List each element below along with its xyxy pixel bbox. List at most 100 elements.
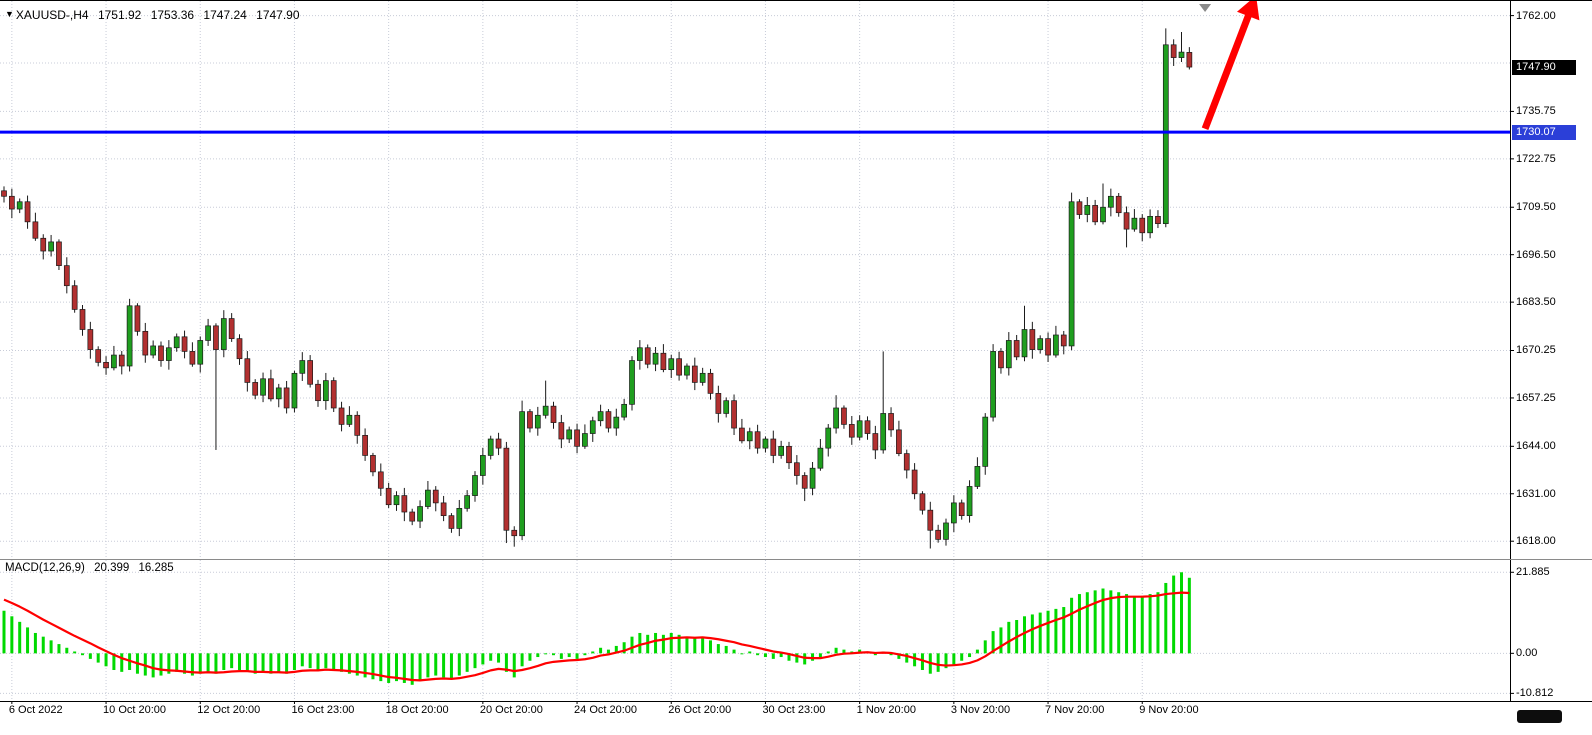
arrow-annotation-shaft[interactable] bbox=[1201, 9, 1254, 131]
candle-body-down bbox=[244, 358, 251, 383]
candle-body-up bbox=[417, 506, 423, 522]
macd-bar bbox=[1148, 594, 1152, 654]
candle-body-up bbox=[597, 411, 604, 422]
candle-body-down bbox=[370, 455, 376, 473]
candle-body-up bbox=[880, 413, 887, 451]
candle-body-up bbox=[291, 372, 298, 409]
candle-body-down bbox=[739, 427, 745, 442]
macd-bar bbox=[983, 640, 987, 654]
macd-bar bbox=[763, 653, 767, 658]
macd-bar bbox=[520, 653, 524, 667]
candle-body-down bbox=[919, 493, 926, 511]
candle-body-down bbox=[1045, 338, 1051, 356]
candle-body-up bbox=[833, 407, 839, 429]
candle-body-down bbox=[558, 422, 565, 440]
macd-bar bbox=[300, 653, 304, 667]
candle-body-up bbox=[542, 405, 549, 416]
candle-body-down bbox=[770, 438, 777, 456]
candle-body-up bbox=[1037, 338, 1044, 350]
macd-bar bbox=[638, 632, 642, 654]
candle-body-down bbox=[1123, 212, 1130, 230]
macd-header: MACD(12,26,9) 20.399 16.285 bbox=[5, 562, 180, 574]
macd-bar bbox=[481, 653, 485, 665]
candle-body-down bbox=[1029, 329, 1036, 350]
candle-body-down bbox=[574, 429, 580, 447]
macd-bar bbox=[151, 653, 155, 678]
candle-body-down bbox=[911, 469, 918, 495]
candle-body-down bbox=[1092, 205, 1099, 223]
macd-bar bbox=[528, 653, 532, 661]
candle-body-down bbox=[158, 345, 164, 361]
macd-bar bbox=[347, 653, 351, 674]
macd-bar bbox=[230, 653, 234, 669]
macd-bar bbox=[834, 647, 838, 654]
macd-bar bbox=[426, 653, 430, 678]
candle-body-down bbox=[432, 489, 439, 504]
current-price-label: 1747.90 bbox=[1512, 59, 1576, 75]
quote-open: 1751.92 bbox=[97, 8, 142, 22]
candle-body-up bbox=[982, 416, 989, 467]
candle-body-down bbox=[56, 241, 62, 266]
macd-histogram bbox=[2, 572, 1191, 685]
macd-bar bbox=[1156, 592, 1160, 654]
macd-bar bbox=[183, 653, 187, 674]
price-axis-label: 1657.25 bbox=[1516, 391, 1556, 404]
macd-bar bbox=[18, 621, 22, 654]
candle-body-down bbox=[958, 502, 965, 517]
price-axis-label: 1644.00 bbox=[1516, 440, 1556, 453]
macd-bar bbox=[591, 651, 595, 654]
macd-bar bbox=[756, 653, 760, 656]
macd-bar bbox=[709, 640, 712, 654]
macd-bar bbox=[606, 649, 610, 654]
macd-bar bbox=[449, 653, 453, 680]
candle-body-down bbox=[448, 515, 455, 529]
macd-bar bbox=[175, 653, 179, 672]
candle-body-down bbox=[935, 529, 942, 540]
candle-body-down bbox=[1115, 195, 1122, 214]
quote-high: 1753.36 bbox=[150, 8, 195, 22]
candle-body-down bbox=[1, 190, 7, 197]
candle-body-down bbox=[307, 360, 313, 385]
time-axis-label: 10 Oct 20:00 bbox=[103, 704, 167, 716]
candle-body-up bbox=[825, 427, 832, 449]
chart-shift-marker-icon[interactable] bbox=[1199, 4, 1212, 12]
price-axis[interactable]: 1762.00 1735.75 1722.75 1709.50 1696.50 1683.… bbox=[1511, 1, 1592, 701]
pane-separator[interactable] bbox=[0, 559, 1592, 560]
collapse-icon[interactable]: ▼ bbox=[5, 9, 14, 19]
candle-body-up bbox=[205, 325, 211, 341]
candle-body-up bbox=[126, 305, 133, 367]
candle-body-down bbox=[715, 393, 722, 414]
candle-body-down bbox=[79, 309, 86, 330]
time-axis[interactable]: 6 Oct 2022 10 Oct 20:00 12 Oct 20:00 16 Oct… bbox=[0, 701, 1592, 735]
macd-bar bbox=[669, 632, 673, 654]
macd-bar bbox=[238, 653, 241, 670]
candle-body-down bbox=[95, 349, 102, 363]
macd-bar bbox=[999, 627, 1003, 654]
arrow-annotation-head[interactable] bbox=[1237, 1, 1260, 21]
grid bbox=[0, 1, 1510, 700]
candle-body-down bbox=[385, 487, 392, 506]
macd-bar bbox=[355, 653, 359, 676]
candle-body-up bbox=[966, 486, 973, 517]
quote-low: 1747.24 bbox=[203, 8, 247, 22]
macd-bar bbox=[889, 653, 893, 656]
candle-body-up bbox=[1068, 201, 1075, 347]
candle-body-down bbox=[40, 237, 47, 252]
candle-body-down bbox=[440, 502, 447, 517]
candle-body-down bbox=[691, 365, 698, 383]
candle-body-down bbox=[409, 511, 416, 522]
candle-body-down bbox=[236, 338, 243, 360]
macd-bar bbox=[49, 640, 53, 654]
macd-bar bbox=[795, 653, 799, 663]
candle-body-down bbox=[142, 330, 149, 356]
macd-axis-label: 21.885 bbox=[1516, 566, 1550, 579]
candle-body-up bbox=[762, 438, 769, 449]
candle-body-up bbox=[856, 420, 863, 438]
macd-bar bbox=[269, 653, 273, 674]
candle-body-up bbox=[1107, 195, 1114, 208]
time-axis-label: 18 Oct 20:00 bbox=[385, 704, 449, 716]
price-axis-label: 1618.00 bbox=[1516, 535, 1556, 548]
symbol-period-label: XAUUSD-,H4 bbox=[15, 8, 89, 22]
macd-bar bbox=[826, 651, 830, 654]
